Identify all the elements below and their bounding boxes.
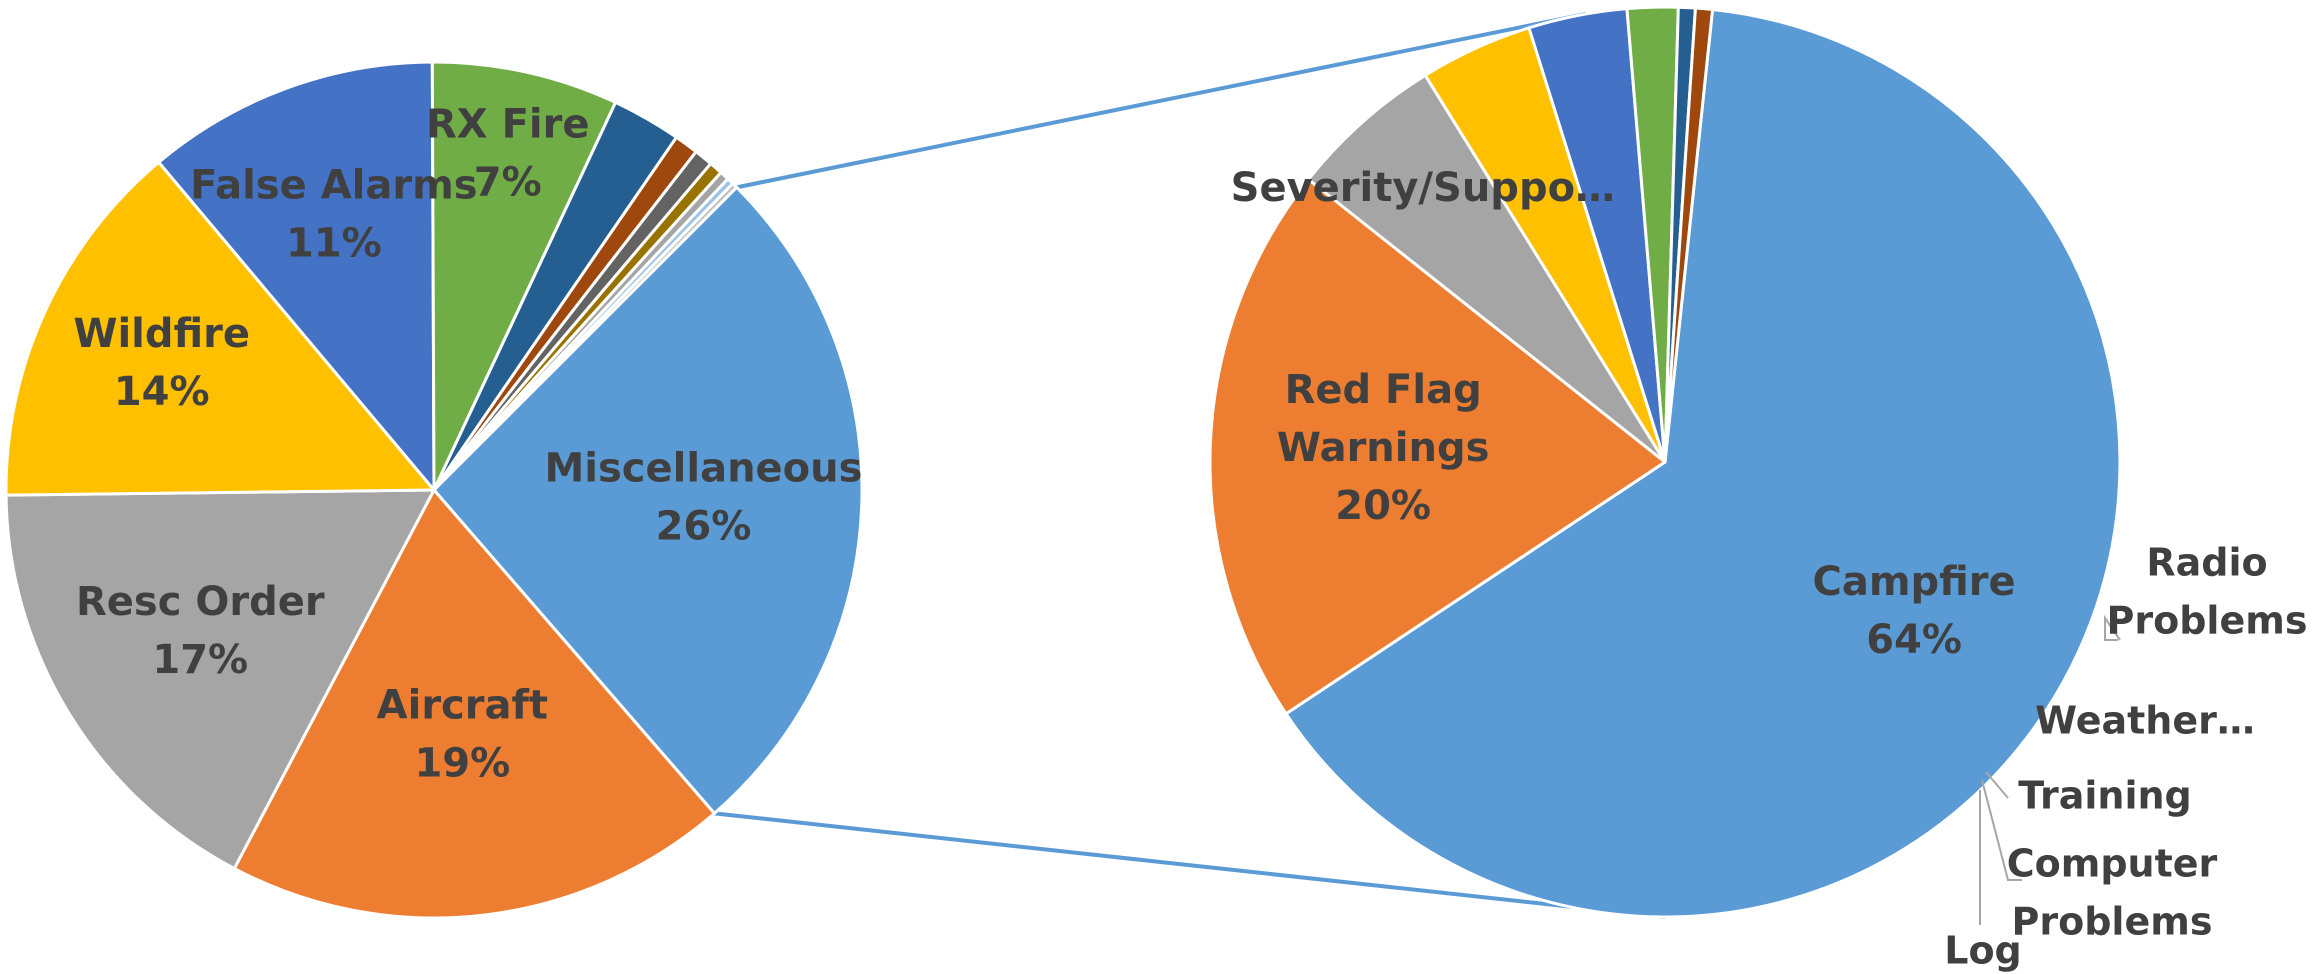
secondary-pie xyxy=(1208,5,2122,919)
secondary-label-weather: Weather… xyxy=(2035,699,2255,743)
secondary-slice-log xyxy=(1663,6,1715,464)
secondary-label-radio-problems: Radio Problems xyxy=(2107,541,2308,643)
main-slice-minor-12 xyxy=(432,182,739,492)
main-pie xyxy=(4,60,864,920)
leader-line-radio-problems xyxy=(2104,614,2121,641)
main-slice-wildfire xyxy=(4,160,436,497)
secondary-label-log: Log xyxy=(1944,929,2022,973)
main-label-aircraft: Aircraft 19% xyxy=(377,683,548,787)
secondary-slice-campfire xyxy=(1284,7,2122,919)
connector-lines xyxy=(714,11,1666,919)
secondary-label-campfire: Campfire 64% xyxy=(1812,559,2015,663)
leader-lines xyxy=(1979,614,2121,925)
connector-line-top xyxy=(736,11,1587,190)
main-slice-false-alarms xyxy=(157,60,436,492)
main-slice-resc-order xyxy=(4,488,436,871)
secondary-label-severity-suppo: Severity/Suppo… xyxy=(1231,165,1615,211)
secondary-label-red-flag-warnings: Red Flag Warnings 20% xyxy=(1277,367,1490,529)
data-labels: Miscellaneous 26% Aircraft 19% Resc Order 17%… xyxy=(73,102,2307,973)
secondary-slice-red-flag-warnings xyxy=(1208,177,1667,716)
main-label-false-alarms: False Alarms 11% xyxy=(190,163,477,267)
secondary-slice-severity-suppo xyxy=(1306,73,1667,464)
leader-line-training xyxy=(1985,771,2009,799)
connector-line-bottom xyxy=(714,811,1666,919)
main-slice-miscellaneous xyxy=(432,185,864,815)
secondary-label-computer-problems: Computer Problems xyxy=(2007,842,2218,944)
main-label-wildfire: Wildfire 14% xyxy=(73,311,250,415)
main-slice-rx-fire xyxy=(430,60,618,492)
secondary-label-training: Training xyxy=(2018,774,2192,818)
main-label-resc-order: Resc Order 17% xyxy=(76,579,325,683)
leader-line-computer-problems xyxy=(1981,779,2022,881)
main-slice-aircraft xyxy=(232,488,716,920)
main-label-miscellaneous: Miscellaneous 26% xyxy=(544,446,862,550)
main-label-rx-fire: RX Fire 7% xyxy=(426,102,589,206)
